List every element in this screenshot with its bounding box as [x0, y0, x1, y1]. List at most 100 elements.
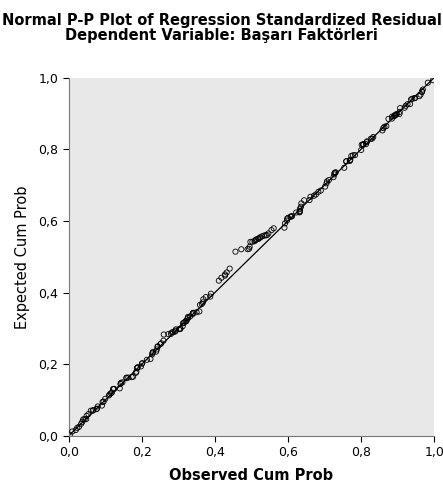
Point — [183, 317, 190, 325]
Point — [296, 208, 303, 216]
Point — [187, 313, 194, 321]
Point — [69, 427, 76, 435]
Point — [341, 164, 348, 172]
Point — [360, 140, 367, 148]
Point — [417, 91, 424, 99]
Point — [74, 424, 81, 432]
Point — [396, 110, 403, 118]
Point — [360, 141, 367, 149]
Point — [100, 398, 107, 406]
Point — [419, 88, 426, 96]
Point — [128, 373, 135, 381]
Point — [383, 122, 390, 130]
Point — [247, 238, 254, 246]
Point — [133, 368, 140, 376]
Point — [252, 236, 259, 244]
Point — [137, 362, 144, 370]
Point — [363, 137, 370, 145]
Point — [347, 156, 354, 164]
Point — [238, 245, 245, 254]
Point — [207, 290, 214, 298]
Point — [123, 374, 130, 382]
Point — [223, 269, 230, 277]
Point — [108, 389, 115, 397]
Point — [144, 356, 151, 364]
Point — [78, 420, 85, 428]
Point — [106, 390, 113, 398]
Point — [412, 94, 419, 102]
Point — [404, 100, 411, 108]
Point — [385, 115, 392, 123]
Point — [207, 293, 214, 301]
Point — [152, 348, 159, 356]
Point — [307, 193, 314, 201]
Point — [184, 314, 191, 322]
Point — [218, 274, 225, 282]
Point — [179, 322, 186, 330]
Point — [331, 170, 338, 178]
Point — [245, 244, 253, 253]
Point — [331, 169, 338, 177]
Point — [167, 330, 175, 338]
Point — [75, 423, 82, 431]
Point — [360, 140, 367, 148]
Point — [116, 384, 123, 392]
Point — [396, 104, 404, 112]
Point — [396, 108, 403, 116]
Point — [149, 349, 156, 357]
Point — [389, 113, 396, 121]
Point — [259, 232, 266, 240]
Point — [172, 327, 179, 335]
Point — [110, 385, 117, 393]
Point — [332, 168, 339, 176]
Point — [81, 415, 88, 423]
Point — [226, 265, 233, 273]
Point — [202, 293, 210, 301]
Point — [296, 208, 303, 216]
Point — [407, 100, 414, 108]
X-axis label: Observed Cum Prob: Observed Cum Prob — [169, 467, 334, 482]
Point — [249, 238, 256, 246]
Point — [392, 111, 399, 119]
Point — [190, 309, 197, 317]
Point — [293, 208, 300, 216]
Point — [297, 203, 304, 211]
Point — [172, 325, 179, 333]
Point — [129, 373, 136, 381]
Point — [262, 231, 269, 239]
Point — [90, 406, 97, 414]
Point — [362, 140, 369, 148]
Point — [306, 196, 313, 204]
Point — [367, 135, 374, 143]
Point — [196, 308, 203, 316]
Point — [153, 346, 160, 354]
Point — [296, 205, 303, 213]
Point — [284, 214, 291, 222]
Point — [66, 431, 73, 439]
Point — [288, 212, 295, 220]
Point — [265, 229, 272, 237]
Point — [317, 186, 324, 194]
Point — [184, 313, 191, 321]
Point — [117, 379, 124, 387]
Point — [111, 385, 118, 393]
Point — [99, 398, 106, 406]
Point — [133, 364, 140, 372]
Point — [298, 199, 305, 207]
Point — [270, 224, 277, 232]
Point — [89, 407, 97, 415]
Point — [251, 237, 258, 245]
Point — [102, 395, 109, 403]
Point — [256, 233, 263, 241]
Point — [189, 310, 196, 318]
Point — [87, 407, 94, 415]
Point — [189, 309, 196, 317]
Point — [409, 95, 416, 103]
Point — [198, 300, 206, 308]
Point — [430, 76, 437, 84]
Point — [325, 176, 332, 184]
Point — [358, 141, 365, 149]
Point — [165, 330, 172, 338]
Y-axis label: Expected Cum Prob: Expected Cum Prob — [15, 185, 30, 329]
Text: Dependent Variable: Başarı Faktörleri: Dependent Variable: Başarı Faktörleri — [65, 28, 378, 43]
